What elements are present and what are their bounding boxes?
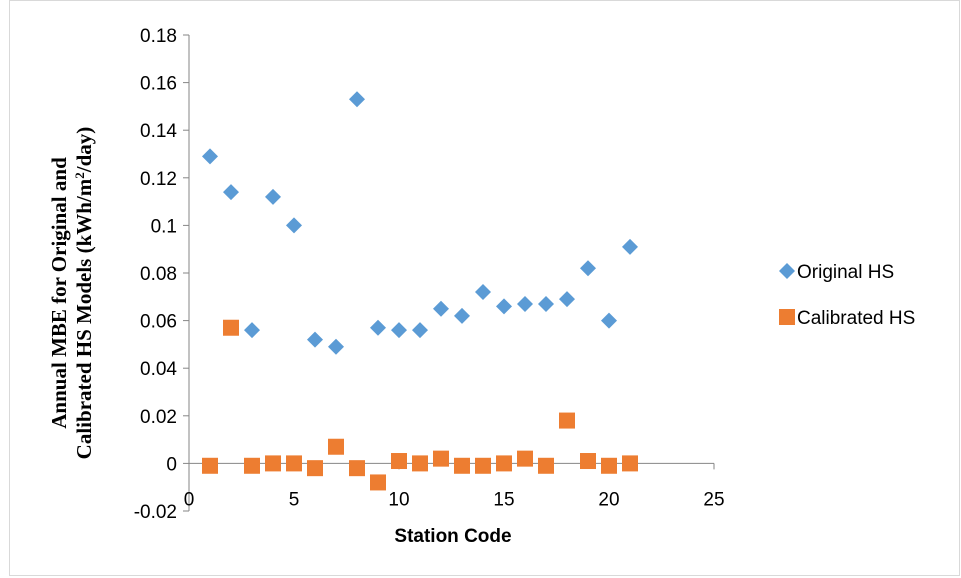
original-hs-point — [454, 307, 470, 324]
y-tick-label: 0.18 — [140, 26, 177, 47]
y-tick-label: 0 — [166, 454, 177, 475]
calibrated-hs-point — [538, 457, 554, 474]
calibrated-hs-point — [517, 450, 533, 467]
x-tick-label: 5 — [289, 489, 300, 510]
y-tick-label: 0.02 — [140, 407, 177, 428]
calibrated-hs-point — [622, 455, 638, 472]
y-tick-label: 0.04 — [140, 359, 177, 380]
calibrated-hs-point — [412, 455, 428, 472]
y-tick-label: 0.06 — [140, 312, 177, 333]
y-tick-labels: -0.02 0 0.02 0.04 0.06 0.08 0.1 0.12 0.14 0.16 0.1… — [134, 26, 178, 523]
y-axis-title-line2-post: /day) — [72, 127, 96, 174]
calibrated-hs-point — [496, 455, 512, 472]
legend-label-calibrated-hs: Calibrated HS — [797, 308, 915, 329]
original-hs-point — [475, 284, 491, 301]
y-tick-label: 0.14 — [140, 121, 177, 142]
x-tick-label: 15 — [493, 489, 514, 510]
original-hs-point — [580, 260, 596, 277]
original-hs-point — [601, 312, 617, 329]
calibrated-hs-point — [223, 319, 239, 336]
calibrated-hs-point — [391, 453, 407, 470]
original-hs-point — [265, 188, 281, 205]
calibrated-hs-point — [454, 457, 470, 474]
original-hs-point — [349, 91, 365, 108]
calibrated-hs-point — [307, 460, 323, 477]
original-hs-point — [286, 217, 302, 234]
calibrated-hs-point — [370, 474, 386, 491]
data-points — [202, 91, 638, 491]
calibrated-hs-point — [433, 450, 449, 467]
x-tick-label: 10 — [388, 489, 409, 510]
calibrated-hs-point — [265, 455, 281, 472]
original-hs-point — [622, 238, 638, 255]
y-axis-title-line2-pre: Calibrated HS Models (kWh/m — [72, 178, 96, 459]
original-hs-point — [517, 295, 533, 312]
original-hs-point — [538, 295, 554, 312]
y-axis-title-line1: Annual MBE for Original and — [47, 157, 71, 429]
y-axis-title-superscript: 2 — [72, 172, 87, 179]
original-hs-point — [559, 291, 575, 308]
x-tick-label: 0 — [184, 489, 195, 510]
original-hs-point — [244, 322, 260, 339]
calibrated-hs-point — [475, 457, 491, 474]
legend-marker-calibrated-hs — [779, 309, 795, 325]
legend-label-original-hs: Original HS — [797, 262, 894, 283]
calibrated-hs-point — [286, 455, 302, 472]
calibrated-hs-point — [202, 457, 218, 474]
x-tick-labels: 0 5 10 15 20 25 — [184, 489, 725, 510]
original-hs-point — [307, 331, 323, 348]
original-hs-point — [412, 322, 428, 339]
calibrated-hs-point — [601, 457, 617, 474]
original-hs-point — [391, 322, 407, 339]
y-tick-label: 0.12 — [140, 169, 177, 190]
axes — [183, 34, 715, 512]
x-tick-label: 20 — [598, 489, 619, 510]
y-tick-label: 0.1 — [151, 216, 177, 237]
y-tick-label: -0.02 — [134, 502, 177, 523]
legend-marker-original-hs — [779, 263, 795, 279]
calibrated-hs-point — [244, 457, 260, 474]
original-hs-point — [202, 148, 218, 165]
original-hs-point — [223, 184, 239, 201]
y-tick-label: 0.08 — [140, 264, 177, 285]
y-axis-title: Annual MBE for Original and Calibrated H… — [47, 127, 96, 460]
original-hs-point — [370, 319, 386, 336]
calibrated-hs-point — [328, 438, 344, 455]
original-hs-point — [328, 338, 344, 355]
calibrated-hs-point — [580, 453, 596, 470]
y-axis-title-line2: Calibrated HS Models (kWh/m2/day) — [72, 127, 97, 460]
calibrated-hs-point — [349, 460, 365, 477]
x-axis-title: Station Code — [394, 526, 511, 547]
legend: Original HS Calibrated HS — [779, 262, 915, 329]
calibrated-hs-point — [559, 412, 575, 429]
y-tick-label: 0.16 — [140, 74, 177, 95]
original-hs-point — [496, 298, 512, 315]
x-tick-label: 25 — [703, 489, 724, 510]
original-hs-point — [433, 300, 449, 317]
